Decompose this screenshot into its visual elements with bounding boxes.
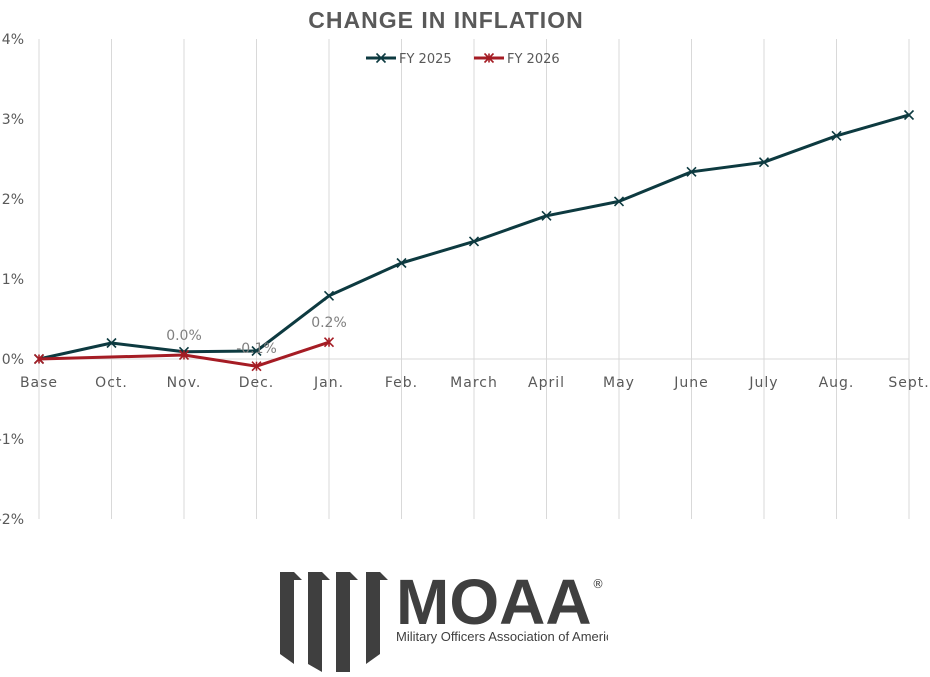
x-tick-label: Sept. <box>888 375 929 391</box>
x-tick-label: June <box>673 375 709 391</box>
data-point-marker <box>831 130 842 141</box>
data-label: 0.0% <box>166 328 202 344</box>
y-tick-label: 2% <box>2 192 24 208</box>
data-point-marker <box>251 345 262 357</box>
x-tick-label: Feb. <box>385 375 418 391</box>
x-tick-label: May <box>603 375 635 391</box>
registered-mark: ® <box>592 577 604 591</box>
legend-marker <box>375 52 387 64</box>
logo-stripes-icon <box>280 572 388 672</box>
x-tick-label: July <box>748 375 778 391</box>
data-point-marker <box>903 109 915 121</box>
series-line-fy-2026 <box>38 340 330 368</box>
chart-title: CHANGE IN INFLATION <box>308 7 583 33</box>
x-tick-label: Aug. <box>819 375 855 391</box>
data-label: 0.2% <box>311 315 347 331</box>
y-tick-label: 4% <box>2 32 24 48</box>
y-tick-label: 0% <box>2 352 24 368</box>
y-tick-label: 1% <box>2 272 24 288</box>
moaa-logo: MOAA ® Military Officers Association of … <box>280 568 608 672</box>
data-point-marker <box>541 210 552 221</box>
x-tick-label: Dec. <box>239 375 275 391</box>
x-tick-label: March <box>450 375 498 391</box>
legend-label: FY 2025 <box>399 52 452 67</box>
x-tick-label: Jan. <box>313 375 344 391</box>
logo-wordmark: MOAA <box>396 568 592 638</box>
data-point-marker <box>468 236 480 247</box>
data-label: -0.1% <box>236 341 277 357</box>
data-point-marker <box>396 257 407 269</box>
logo-tagline: Military Officers Association of America <box>396 629 608 644</box>
y-tick-label: 3% <box>2 112 24 128</box>
data-point-marker <box>686 166 697 177</box>
x-tick-label: Oct. <box>95 375 128 391</box>
data-point-marker <box>613 196 625 207</box>
x-tick-label: Base <box>20 375 58 391</box>
data-point-marker <box>106 337 117 349</box>
y-tick-label: -1% <box>0 432 24 448</box>
data-point-marker <box>758 157 770 168</box>
x-tick-label: Nov. <box>167 375 202 391</box>
legend-label: FY 2026 <box>507 52 560 67</box>
line-chart: CHANGE IN INFLATION -2% -1% 0% 1% 2% 3% 4% Bas… <box>0 7 929 528</box>
data-point-marker <box>323 290 335 301</box>
x-tick-label: April <box>528 375 565 391</box>
y-tick-label: -2% <box>0 512 24 528</box>
